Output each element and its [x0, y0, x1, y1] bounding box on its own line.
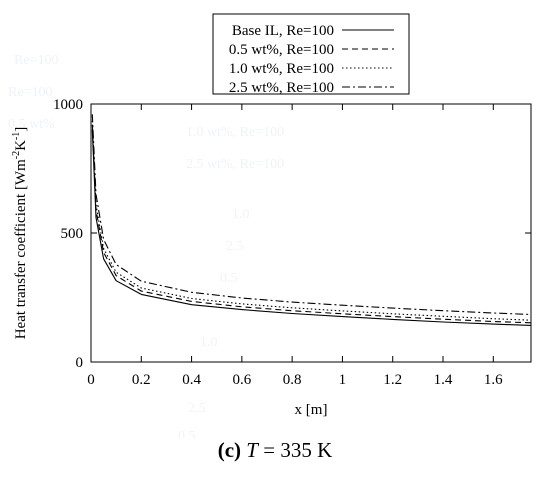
figure-caption: (c) T = 335 K [0, 438, 550, 463]
legend-label-4: 2.5 wt%, Re=100 [229, 80, 334, 96]
chart: Re=100 Re=100 0.5 wt% 1.0 wt%, Re=100 2.… [8, 13, 532, 438]
x-axis-label: x [m] [295, 402, 328, 418]
caption-text: = 335 K [263, 438, 333, 462]
x-tick-label: 1.6 [484, 372, 503, 388]
x-tick-label: 0.2 [132, 372, 151, 388]
watermark-text: 2.5 [226, 239, 244, 254]
watermark-text: 0.5 wt% [8, 117, 55, 132]
legend-label-2: 0.5 wt%, Re=100 [229, 42, 334, 58]
legend: Base IL, Re=100 0.5 wt%, Re=100 1.0 wt%, R… [212, 13, 410, 96]
y-axis-label: Heat transfer coefficient [Wm-2K-1] [11, 127, 29, 340]
y-tick-label: 500 [61, 226, 84, 242]
series-lines [91, 114, 532, 326]
x-tick-label: 1 [339, 372, 347, 388]
watermark-text: 0.5 [178, 429, 196, 438]
watermark-text: 0.5 [220, 271, 238, 286]
x-tick-label: 1.2 [383, 372, 402, 388]
watermark-text: 1.0 [232, 207, 250, 222]
x-tick-label: 0.6 [232, 372, 251, 388]
watermark-text: 2.5 [188, 401, 206, 416]
caption-variable: T [246, 438, 258, 462]
x-tick-label: 1.4 [434, 372, 453, 388]
series-line-1 [91, 129, 532, 326]
watermark-text: 1.0 wt%, Re=100 [186, 125, 284, 140]
x-tick-label: 0.4 [182, 372, 201, 388]
x-tick-label: 0 [87, 372, 95, 388]
y-tick-label: 1000 [53, 97, 83, 113]
caption-label: (c) [217, 438, 242, 462]
y-tick-label: 0 [76, 355, 84, 371]
legend-box [212, 13, 410, 95]
watermark-layer: Re=100 Re=100 0.5 wt% 1.0 wt%, Re=100 2.… [8, 53, 284, 438]
axis-ticks: 0 0.2 0.4 0.6 0.8 1 1.2 1.4 1.6 0 500 1000 [53, 97, 531, 388]
series-line-4 [91, 114, 532, 316]
watermark-text: 1.0 [200, 335, 218, 350]
watermark-text: Re=100 [8, 85, 52, 100]
watermark-text: 2.5 wt%, Re=100 [186, 157, 284, 172]
watermark-text: Re=100 [14, 53, 58, 68]
legend-label-1: Base IL, Re=100 [232, 23, 334, 39]
x-tick-label: 0.8 [283, 372, 302, 388]
series-line-2 [91, 124, 532, 324]
legend-label-3: 1.0 wt%, Re=100 [229, 61, 334, 77]
series-line-3 [91, 120, 532, 321]
